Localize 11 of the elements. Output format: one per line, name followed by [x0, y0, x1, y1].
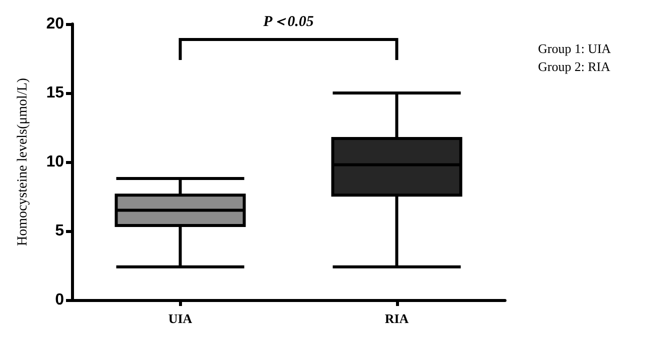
annotation: P＜0.05	[262, 13, 315, 31]
y-tick-label: 15	[46, 84, 64, 102]
y-tick-label: 20	[46, 16, 64, 32]
x-tick-label: UIA	[168, 311, 193, 326]
x-tick-label: RIA	[384, 311, 410, 326]
text: Group 1: UIA	[538, 40, 611, 58]
text: Group 2: RIA	[538, 58, 611, 76]
y-tick-label: 10	[46, 154, 64, 170]
y-tick-label: 0	[55, 292, 64, 308]
y-axis-title: Homocysteine levels(μmol/L)	[16, 78, 30, 246]
y-tick-label: 5	[55, 222, 64, 240]
